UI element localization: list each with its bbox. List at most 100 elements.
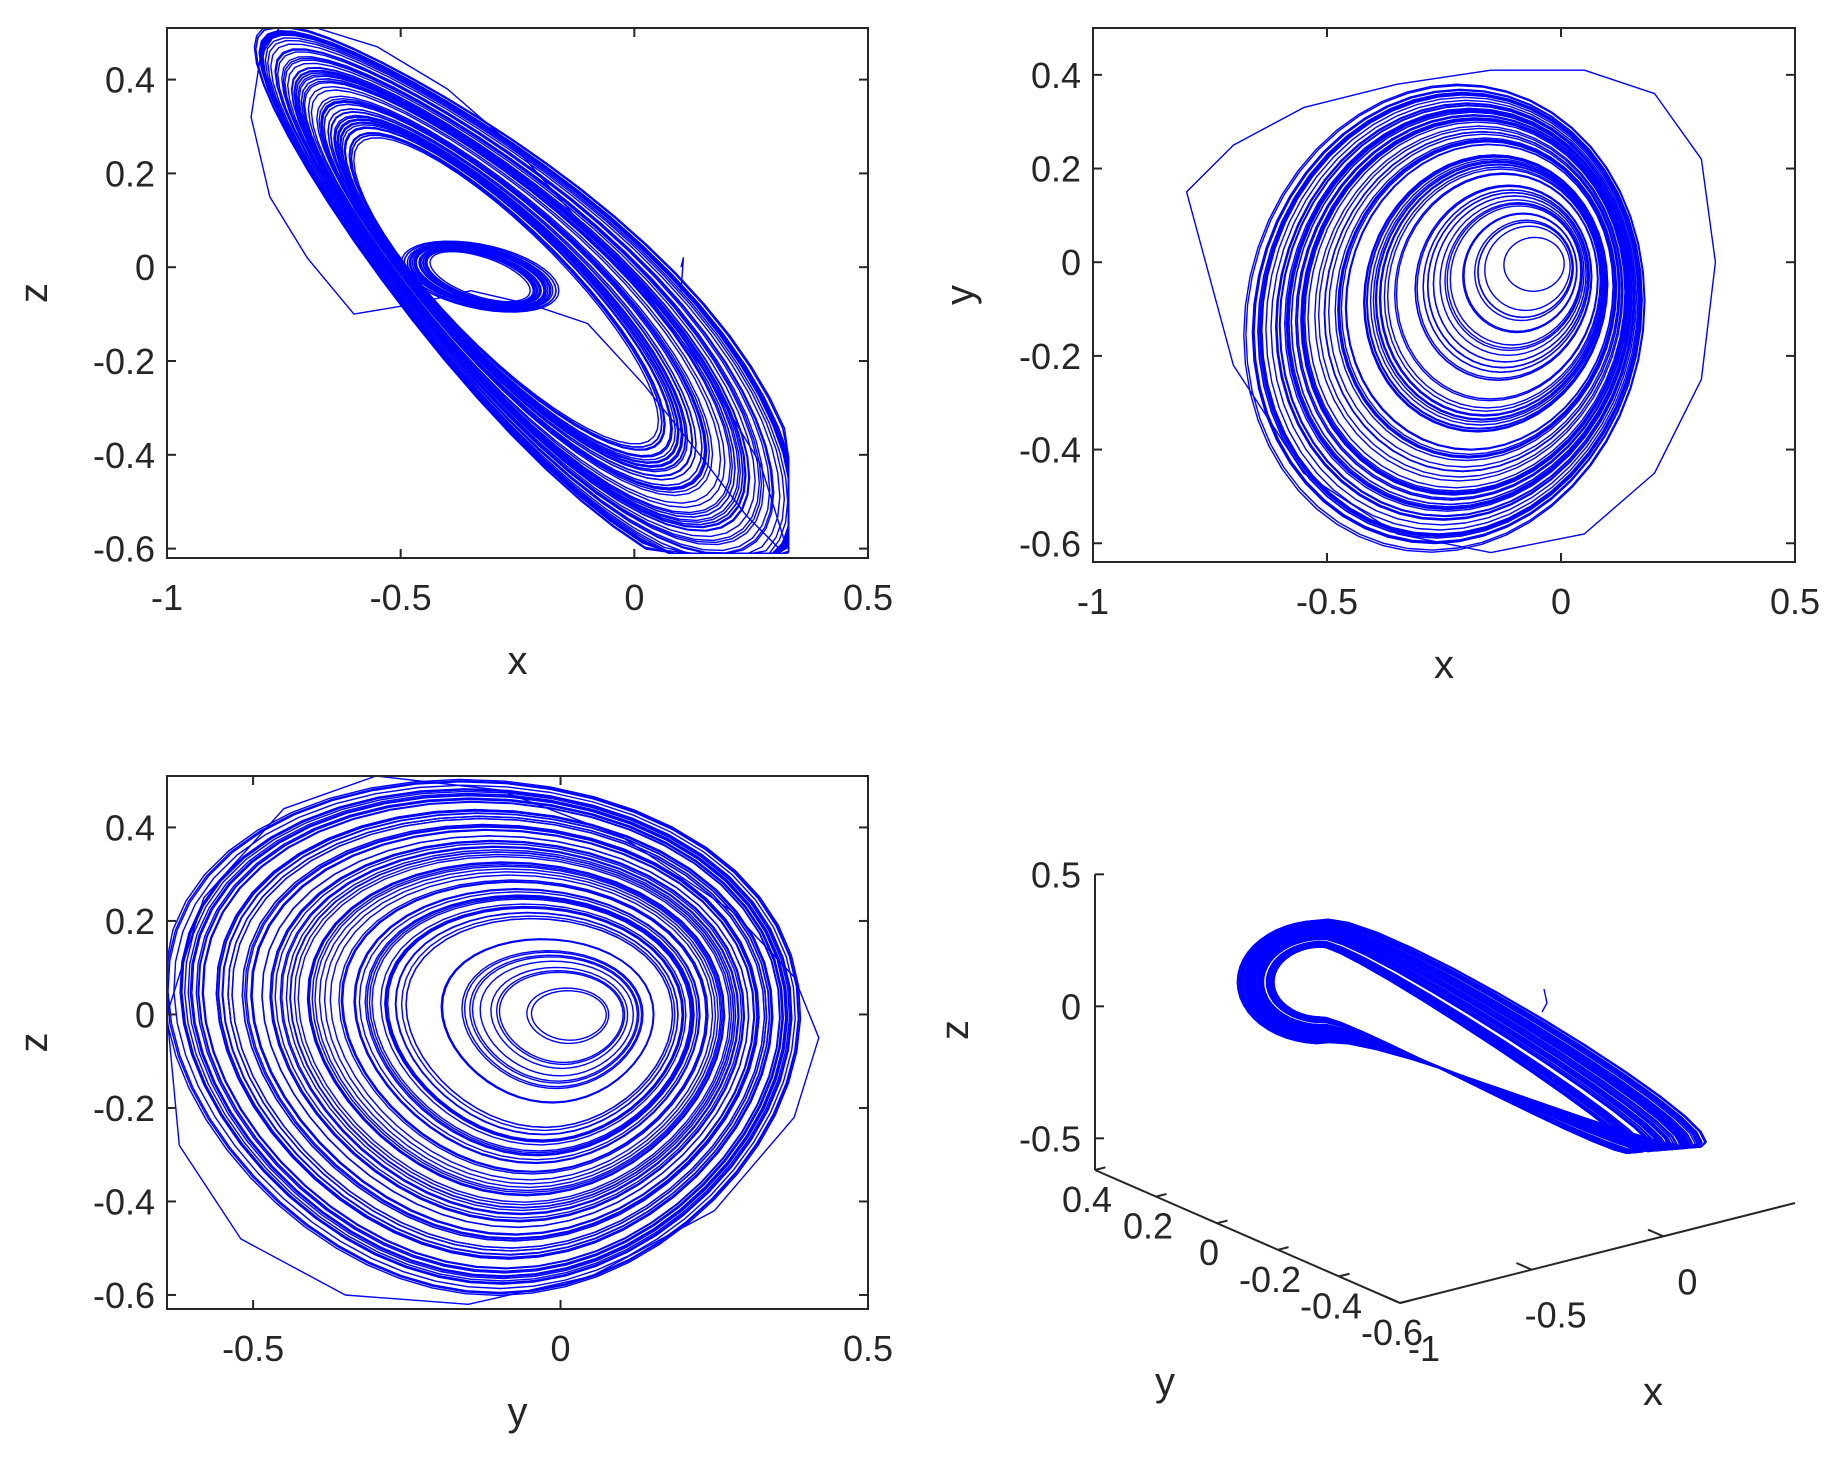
trajectory-line <box>329 110 694 478</box>
trajectory-line <box>366 895 694 1156</box>
trajectory-line <box>167 780 800 1295</box>
trajectory-line <box>1270 99 1638 526</box>
trajectory-line <box>187 792 789 1280</box>
trajectory-line <box>195 797 784 1274</box>
trajectory-line <box>245 826 758 1239</box>
y-tick-label: -0.2 <box>93 1088 155 1129</box>
trajectory-line <box>222 812 770 1256</box>
trajectory-line <box>339 121 680 464</box>
trajectory-line <box>1394 172 1599 402</box>
y-tick <box>1155 1192 1167 1198</box>
trajectory-line <box>1324 131 1621 472</box>
trajectory-line <box>241 823 760 1242</box>
y-tick-label: -0.2 <box>93 341 155 382</box>
trajectory-line <box>1383 166 1602 412</box>
x-tick-label: 0 <box>1677 1261 1697 1302</box>
trajectory-line <box>297 74 741 523</box>
x-tick-label: -0.5 <box>1296 581 1358 622</box>
axes-frame <box>166 27 869 559</box>
trajectory-line <box>323 103 703 487</box>
trajectory-line <box>526 987 610 1045</box>
trajectory-line <box>262 34 790 554</box>
trajectory-line <box>1261 94 1640 535</box>
y-tick-label: -0.2 <box>1019 336 1081 377</box>
trajectory-line <box>1275 102 1636 521</box>
trajectory-line <box>285 849 737 1212</box>
trajectory-line <box>262 34 790 554</box>
y-tick <box>1338 1272 1350 1278</box>
trajectory-line <box>385 906 684 1142</box>
trajectory-line <box>327 108 697 481</box>
trajectory-line <box>281 56 765 546</box>
trajectory-line <box>259 30 790 554</box>
trajectory-start <box>1541 988 1548 1013</box>
trajectory-line <box>461 950 644 1090</box>
trajectory-line <box>384 905 685 1143</box>
trajectory-line <box>422 248 538 305</box>
trajectory-line <box>302 80 733 516</box>
x-axis-label: x <box>1643 1370 1663 1414</box>
y-tick-label: -0.4 <box>1019 430 1081 471</box>
trajectory-line <box>1344 143 1614 451</box>
trajectory-line <box>403 241 557 312</box>
trajectory-line <box>1286 108 1633 510</box>
trajectory-line <box>1462 212 1578 334</box>
trajectory-line <box>251 829 755 1235</box>
trajectory-line <box>274 842 743 1219</box>
trajectory-line <box>279 845 740 1216</box>
trajectory-line <box>1444 202 1584 352</box>
trajectory-line <box>287 62 756 538</box>
trajectory-line <box>316 95 714 497</box>
y-tick-label: -0.6 <box>93 529 155 570</box>
trajectory-line <box>1395 173 1599 400</box>
trajectory-line <box>314 865 722 1192</box>
trajectory-line <box>255 28 790 554</box>
trajectory-line <box>1378 163 1604 417</box>
y-axis-label: y <box>1155 1360 1175 1404</box>
x-tick-label: 0 <box>1551 581 1571 622</box>
trajectory-line <box>269 839 745 1223</box>
trajectory-line <box>1439 199 1585 356</box>
trajectory-line <box>1340 141 1616 455</box>
trajectory-line <box>167 781 799 1294</box>
trajectory-line <box>341 881 707 1173</box>
trajectory-line <box>380 903 687 1146</box>
y-tick-label: 0.4 <box>1062 1179 1112 1220</box>
z-tick-label: -0.5 <box>1019 1118 1081 1159</box>
z-tick-label: 0 <box>1061 986 1081 1027</box>
y-tick-label: -0.6 <box>93 1275 155 1316</box>
trajectory-line <box>307 86 726 509</box>
trajectory-line <box>1369 158 1607 426</box>
y-tick-label: 0.2 <box>1123 1206 1173 1247</box>
y-tick-label: 0.4 <box>105 60 155 101</box>
trajectory-line <box>1375 161 1605 420</box>
trajectory-line <box>310 89 722 504</box>
y-tick-label: -0.4 <box>1300 1285 1362 1326</box>
trajectory-line <box>353 137 660 445</box>
y-tick-label: 0.2 <box>105 901 155 942</box>
trajectory-line <box>274 48 775 554</box>
trajectory-line <box>267 39 785 554</box>
trajectory-line <box>289 851 735 1209</box>
trajectory-line <box>1414 184 1593 381</box>
trajectory-line <box>425 249 536 304</box>
trajectory-line <box>350 134 663 448</box>
trajectory-line <box>261 835 750 1228</box>
trajectory-line <box>406 242 554 311</box>
trajectory-line <box>215 808 774 1260</box>
trajectory-line <box>364 894 695 1157</box>
trajectory-line <box>463 951 643 1088</box>
trajectory-line <box>429 250 531 303</box>
trajectory-line <box>440 938 655 1104</box>
trajectory-line <box>261 33 790 554</box>
trajectory-line <box>303 81 731 514</box>
trajectory-line <box>1314 125 1624 482</box>
trajectory-line <box>1387 168 1601 409</box>
y-tick-label: 0.2 <box>1031 149 1081 190</box>
trajectory-line <box>1363 154 1609 433</box>
y-tick <box>1277 1246 1289 1251</box>
y-tick <box>1094 1166 1106 1171</box>
trajectory-line <box>479 960 634 1077</box>
trajectory-line <box>311 864 723 1194</box>
trajectory-line <box>270 43 781 554</box>
